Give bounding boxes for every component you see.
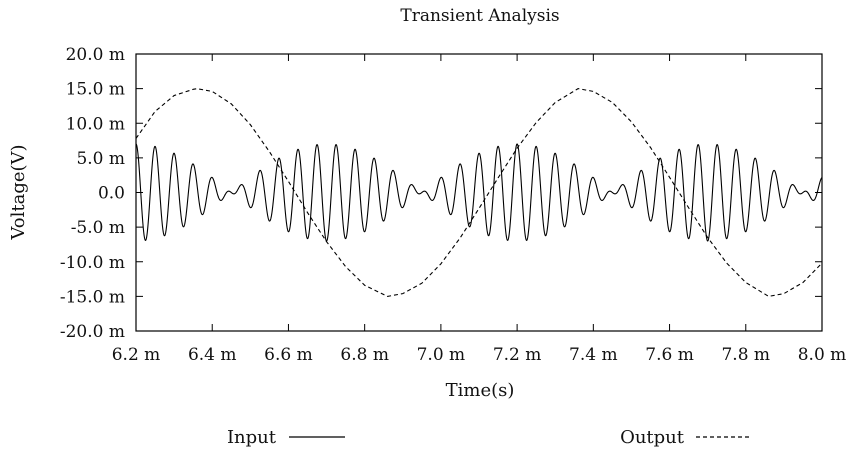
x-tick-label: 7.8 m xyxy=(721,345,770,365)
y-tick-label: -5.0 m xyxy=(71,218,125,238)
series-layer xyxy=(135,88,823,297)
y-tick-label: -15.0 m xyxy=(60,287,125,307)
x-axis-ticks: 6.2 m 6.4 m 6.6 m 6.8 m 7.0 m 7.2 m 7.4 m 7.6 m… xyxy=(112,54,847,365)
y-tick-label: 10.0 m xyxy=(66,114,125,134)
chart-title: Transient Analysis xyxy=(400,6,559,26)
x-tick-label: 6.2 m xyxy=(112,345,161,365)
x-tick-label: 8.0 m xyxy=(798,345,847,365)
x-tick-label: 7.0 m xyxy=(417,345,466,365)
series-output-line xyxy=(135,88,823,297)
legend-input-label: Input xyxy=(227,427,277,448)
plot-frame xyxy=(135,53,823,332)
y-tick-label: -10.0 m xyxy=(60,253,125,273)
x-tick-label: 6.4 m xyxy=(188,345,237,365)
y-tick-label: 0.0 xyxy=(98,184,125,204)
x-tick-label: 6.8 m xyxy=(340,345,389,365)
y-tick-label: -20.0 m xyxy=(60,322,125,342)
y-tick-label: 20.0 m xyxy=(66,45,125,65)
y-axis-label: Voltage(V) xyxy=(8,144,29,240)
x-tick-label: 7.2 m xyxy=(493,345,542,365)
y-tick-label: 15.0 m xyxy=(66,80,125,100)
series-input-line xyxy=(135,143,823,242)
x-tick-label: 7.6 m xyxy=(645,345,694,365)
x-axis-label: Time(s) xyxy=(446,380,515,401)
legend: Input Output xyxy=(227,427,752,448)
y-axis-ticks: 20.0 m 15.0 m 10.0 m 5.0 m 0.0 -5.0 m -10.0 m -… xyxy=(60,45,822,342)
x-tick-label: 6.6 m xyxy=(264,345,313,365)
y-tick-label: 5.0 m xyxy=(76,149,125,169)
x-tick-label: 7.4 m xyxy=(569,345,618,365)
plot-area: 6.2 m 6.4 m 6.6 m 6.8 m 7.0 m 7.2 m 7.4 m 7.6 m… xyxy=(60,45,846,365)
legend-output-label: Output xyxy=(620,427,685,448)
